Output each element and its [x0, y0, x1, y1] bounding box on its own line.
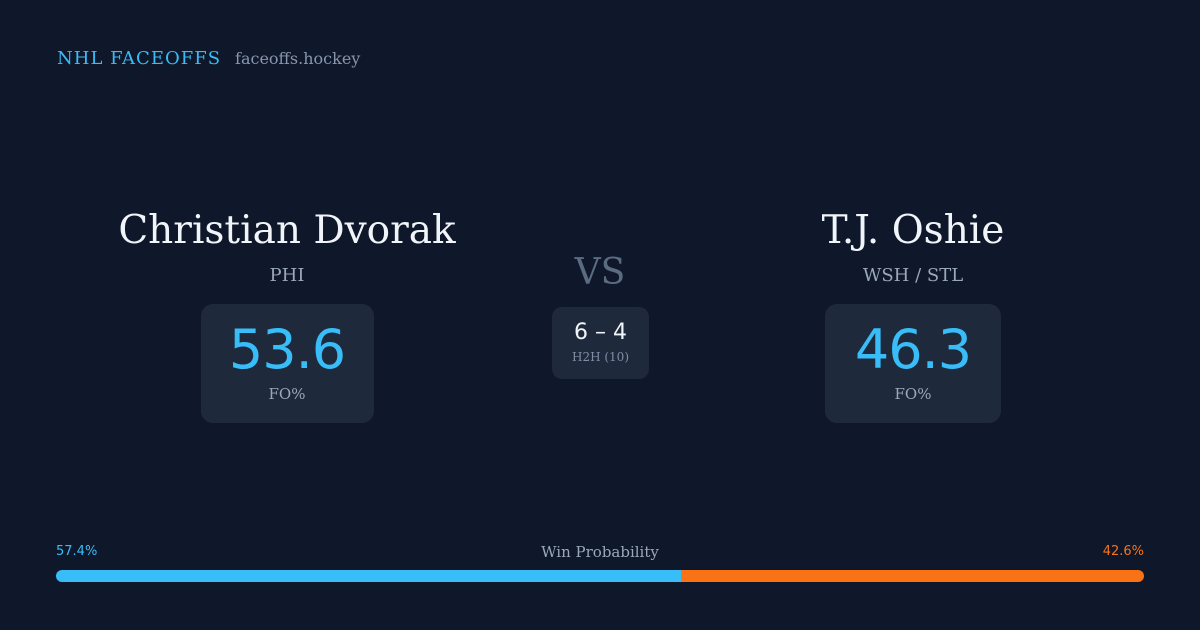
brand-url: faceoffs.hockey — [235, 49, 361, 68]
brand-header: NHL FACEOFFS faceoffs.hockey — [57, 48, 360, 69]
win-probability-title: Win Probability — [541, 543, 659, 561]
player-left-fo-value: 53.6 — [228, 318, 346, 381]
head-to-head-score: 6 – 4 — [574, 320, 627, 345]
player-left-fo-label: FO% — [268, 385, 306, 403]
player-left-stat-card: 53.6 FO% — [200, 304, 374, 423]
win-probability-labels: 57.4% Win Probability 42.6% — [56, 542, 1144, 562]
player-right-fo-label: FO% — [894, 385, 932, 403]
brand-name: NHL FACEOFFS — [57, 48, 222, 69]
win-probability-left-fill — [56, 570, 681, 582]
win-probability-left-label: 57.4% — [56, 544, 98, 559]
win-probability-bar — [56, 570, 1144, 582]
player-left-team: PHI — [269, 265, 305, 286]
head-to-head-label: H2H (10) — [571, 350, 629, 364]
player-left: Christian Dvorak PHI 53.6 FO% — [87, 205, 487, 423]
player-right-name: T.J. Oshie — [821, 208, 1005, 253]
vs-label: VS — [574, 252, 626, 293]
player-right-fo-value: 46.3 — [854, 318, 972, 381]
win-probability-right-label: 42.6% — [1102, 544, 1144, 559]
player-right: T.J. Oshie WSH / STL 46.3 FO% — [713, 205, 1113, 423]
player-left-name: Christian Dvorak — [118, 208, 456, 253]
win-probability-right-fill — [680, 570, 1144, 582]
head-to-head-card: 6 – 4 H2H (10) — [552, 307, 649, 379]
player-right-stat-card: 46.3 FO% — [825, 304, 1001, 423]
player-right-team: WSH / STL — [862, 265, 964, 286]
